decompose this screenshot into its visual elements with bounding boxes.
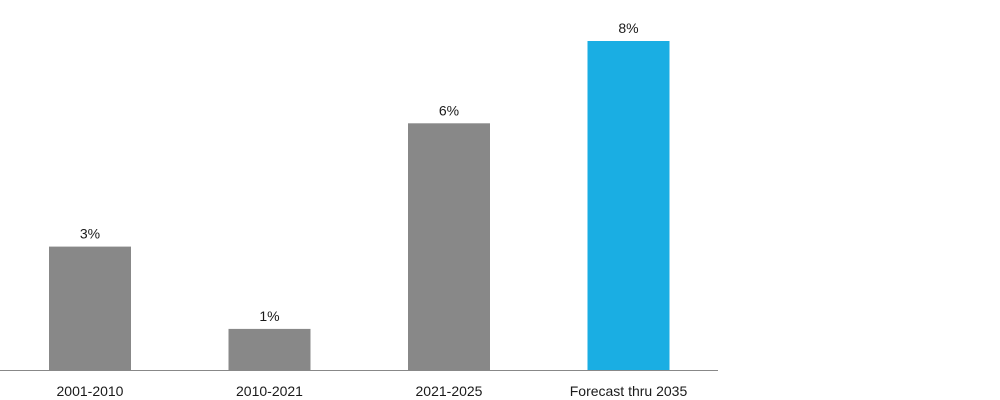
x-tick-labels-layer: 2001-2010 2010-2021 2021-2025 Forecast thru… [57,383,688,399]
data-label-1: 1% [259,308,279,324]
bar-3 [587,41,670,370]
bars-layer [49,41,670,371]
bar-0 [49,246,131,370]
data-label-3: 8% [618,20,638,36]
x-tick-label-1: 2010-2021 [236,383,303,399]
data-labels-layer: 3% 1% 6% 8% [80,20,639,324]
bar-1 [228,328,311,370]
data-label-0: 3% [80,226,100,242]
x-tick-label-2: 2021-2025 [416,383,483,399]
x-tick-label-0: 2001-2010 [57,383,124,399]
data-label-2: 6% [439,102,459,118]
x-tick-label-3: Forecast thru 2035 [570,383,688,399]
bar-2 [408,123,490,371]
